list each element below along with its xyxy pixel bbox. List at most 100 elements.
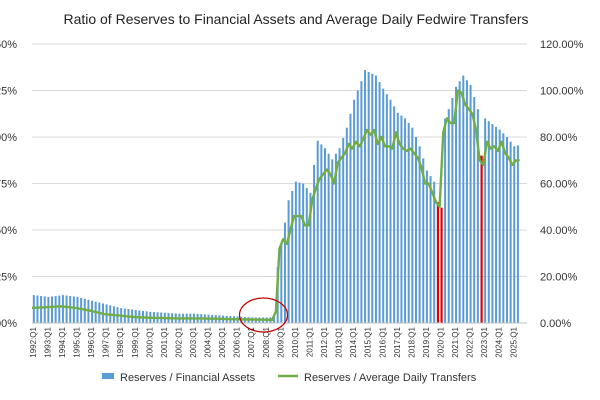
chart-title: Ratio of Reserves to Financial Assets an…	[63, 11, 528, 27]
bar	[360, 81, 363, 323]
bar	[334, 153, 337, 323]
bar	[429, 176, 432, 323]
bar	[294, 181, 297, 323]
bar	[458, 81, 461, 323]
bar	[342, 137, 345, 323]
bar	[43, 296, 46, 323]
highlight-bar	[480, 155, 483, 323]
right-axis-tick-label: 0.00%	[540, 318, 571, 330]
bar	[469, 84, 472, 323]
x-tick-label: 1998:Q1	[116, 326, 125, 357]
bar	[393, 106, 396, 323]
x-tick-label: 1993:Q1	[43, 326, 52, 357]
bar	[313, 164, 316, 323]
bar	[396, 112, 399, 323]
x-tick-label: 2022:Q1	[466, 326, 475, 357]
x-tick-label: 2004:Q1	[204, 326, 213, 357]
bar	[447, 109, 450, 323]
x-tick-label: 2019:Q1	[422, 326, 431, 357]
line-series	[31, 89, 520, 322]
bar	[505, 137, 508, 323]
bar	[407, 123, 410, 323]
bar	[298, 182, 301, 323]
line-series-path	[31, 89, 520, 322]
bar	[61, 295, 64, 323]
x-tick-label: 1992:Q1	[29, 326, 38, 357]
bar	[389, 99, 392, 323]
x-tick-label: 2023:Q1	[480, 326, 489, 357]
bar	[418, 146, 421, 323]
bar	[425, 170, 428, 323]
bar	[273, 317, 276, 323]
x-tick-label: 2017:Q1	[393, 326, 402, 357]
legend-label-bar: Reserves / Financial Assets	[120, 372, 256, 384]
x-tick-label: 1997:Q1	[102, 326, 111, 357]
bar	[404, 118, 407, 324]
x-tick-label: 2001:Q1	[160, 326, 169, 357]
bar	[484, 118, 487, 324]
bar	[349, 113, 352, 323]
x-tick-label: 2005:Q1	[218, 326, 227, 357]
x-tick-label: 2011:Q1	[305, 326, 314, 357]
x-tick-label: 2016:Q1	[378, 326, 387, 357]
right-axis-tick-label: 120.00%	[540, 39, 584, 51]
annotation-circle	[238, 297, 289, 333]
bar	[473, 97, 476, 323]
x-tick-label: 2014:Q1	[349, 326, 358, 357]
right-axis-tick-label: 80.00%	[540, 132, 578, 144]
x-tick-label: 2008:Q1	[262, 326, 271, 357]
bar	[353, 99, 356, 323]
x-tick-label: 1996:Q1	[87, 326, 96, 357]
right-axis-tick-label: 20.00%	[540, 272, 578, 284]
bar	[32, 295, 35, 323]
x-tick-label: 2015:Q1	[364, 326, 373, 357]
bar	[327, 153, 330, 323]
x-tick-label: 1999:Q1	[131, 326, 140, 357]
bar	[47, 296, 50, 323]
bar	[382, 88, 385, 323]
x-tick-label: 2013:Q1	[335, 326, 344, 357]
bar	[320, 144, 323, 323]
bar	[495, 126, 498, 324]
x-tick-label: 2006:Q1	[233, 326, 242, 357]
left-axis-tick-label: 0.50%	[0, 225, 17, 237]
x-tick-label: 1994:Q1	[58, 326, 67, 357]
x-tick-label: 2018:Q1	[407, 326, 416, 357]
x-tick-label: 2024:Q1	[495, 326, 504, 357]
bar	[40, 296, 43, 323]
bar	[462, 75, 465, 324]
bar	[76, 296, 79, 323]
bar	[385, 94, 388, 323]
bar-series	[32, 70, 519, 324]
x-tick-label: 2012:Q1	[320, 326, 329, 357]
bar	[72, 296, 75, 323]
bar	[356, 90, 359, 323]
bar	[309, 192, 312, 323]
left-axis-tick-label: 1.00%	[0, 132, 17, 144]
bar	[371, 73, 374, 323]
x-tick-label: 2025:Q1	[509, 326, 518, 357]
bar	[283, 222, 286, 323]
bar	[331, 159, 334, 323]
gridlines	[32, 43, 527, 324]
bar	[367, 71, 370, 324]
bar	[513, 146, 516, 323]
bar	[422, 158, 425, 323]
legend: Reserves / Financial Assets Reserves / A…	[102, 372, 477, 384]
bar	[476, 109, 479, 323]
bar	[444, 118, 447, 324]
left-axis-tick-label: 0.25%	[0, 272, 17, 284]
bar	[364, 70, 367, 323]
bar	[36, 295, 39, 323]
bar	[338, 148, 341, 323]
bar	[465, 80, 468, 324]
bar	[69, 296, 72, 323]
x-tick-label: 2007:Q1	[247, 326, 256, 357]
bar	[83, 298, 86, 323]
left-axis-tick-label: 0.00%	[0, 318, 17, 330]
bar	[287, 200, 290, 323]
left-axis-tick-label: 0.75%	[0, 179, 17, 191]
bar	[305, 188, 308, 323]
right-axis-tick-label: 100.00%	[540, 86, 584, 98]
bar	[58, 295, 61, 323]
